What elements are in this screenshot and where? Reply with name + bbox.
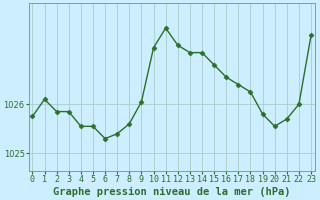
X-axis label: Graphe pression niveau de la mer (hPa): Graphe pression niveau de la mer (hPa) xyxy=(53,186,291,197)
